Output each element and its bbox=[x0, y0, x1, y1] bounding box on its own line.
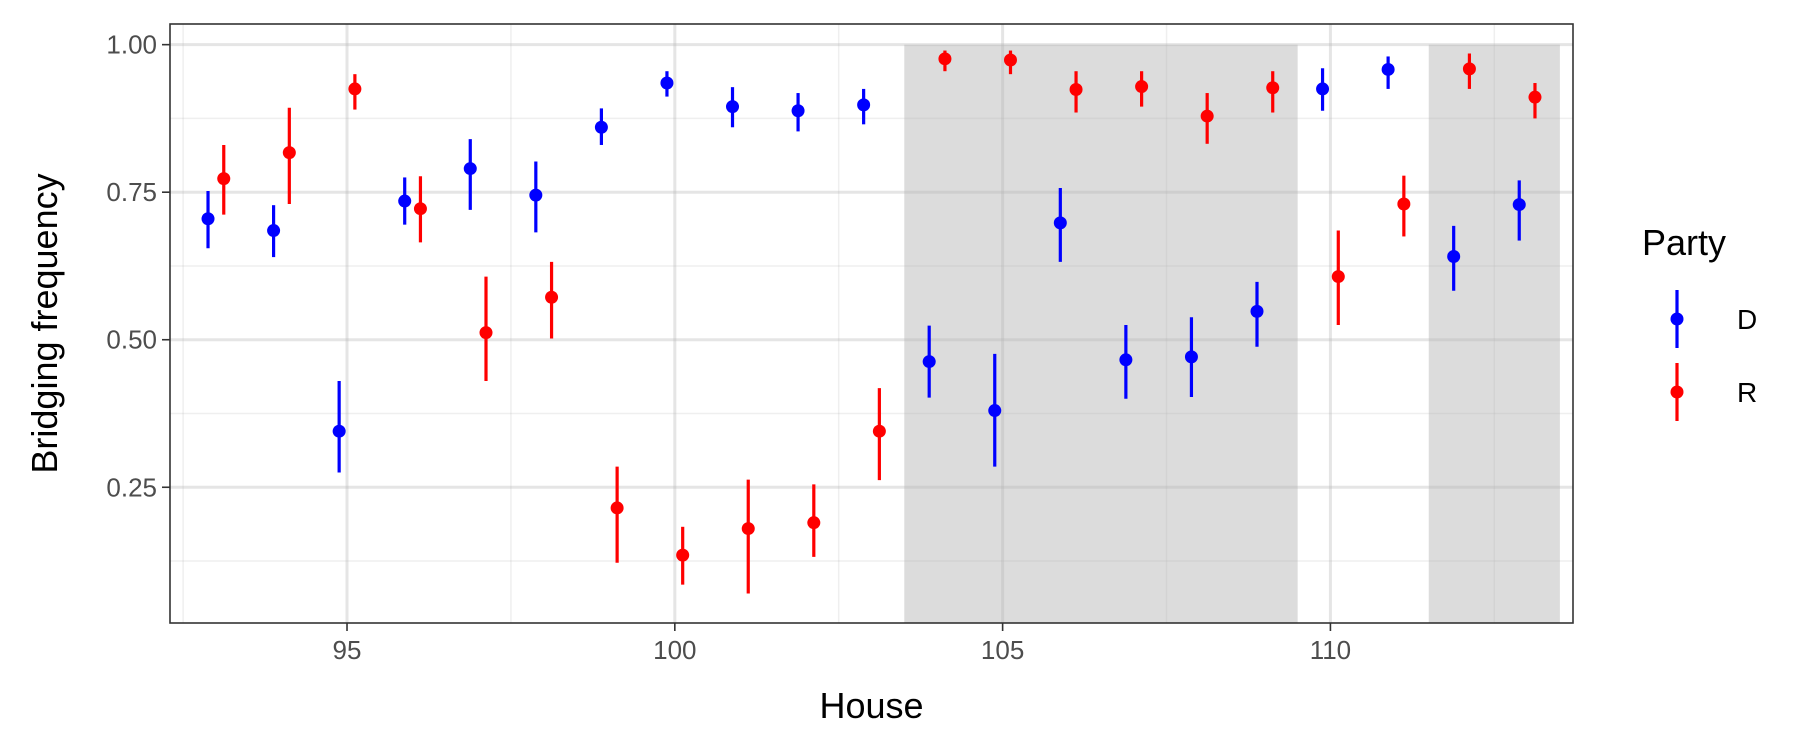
legend-item-R: R bbox=[1670, 363, 1757, 421]
point-D bbox=[267, 224, 281, 238]
legend-item-D: D bbox=[1670, 290, 1757, 348]
shaded-region-1 bbox=[904, 44, 1298, 624]
point-R bbox=[741, 522, 755, 536]
x-tick-label: 95 bbox=[333, 635, 362, 665]
legend-title: Party bbox=[1642, 222, 1726, 263]
legend-key-point-R bbox=[1670, 385, 1684, 399]
point-D bbox=[726, 100, 740, 114]
series-R bbox=[217, 50, 1542, 594]
x-tick-label: 110 bbox=[1310, 635, 1351, 665]
legend-items: DR bbox=[1670, 290, 1757, 421]
point-D bbox=[398, 194, 412, 208]
point-R bbox=[872, 424, 886, 438]
panel-border bbox=[169, 23, 1574, 624]
point-D bbox=[1512, 198, 1526, 212]
data-marks bbox=[201, 50, 1542, 594]
point-R bbox=[938, 52, 952, 66]
point-D bbox=[1184, 350, 1198, 364]
point-R bbox=[1003, 53, 1017, 67]
point-D bbox=[463, 162, 477, 176]
point-D bbox=[857, 98, 871, 112]
x-axis-title: House bbox=[819, 685, 923, 726]
point-D bbox=[594, 120, 608, 134]
point-D bbox=[529, 188, 543, 202]
point-D bbox=[660, 76, 674, 90]
point-R bbox=[217, 172, 231, 186]
point-R bbox=[282, 146, 296, 160]
x-tick-label: 100 bbox=[653, 635, 696, 665]
y-tick-label: 0.50 bbox=[106, 325, 157, 355]
point-R bbox=[348, 82, 362, 96]
x-tick-label: 105 bbox=[981, 635, 1024, 665]
y-axis-title: Bridging frequency bbox=[24, 173, 65, 473]
gridlines bbox=[170, 24, 1573, 623]
point-R bbox=[1462, 62, 1476, 76]
point-R bbox=[1266, 81, 1280, 95]
legend: Party DR bbox=[1642, 222, 1757, 421]
series-D bbox=[201, 56, 1526, 473]
point-R bbox=[1397, 197, 1411, 211]
point-D bbox=[922, 355, 936, 369]
legend-label-D: D bbox=[1737, 304, 1757, 335]
point-D bbox=[1381, 62, 1395, 76]
point-R bbox=[807, 516, 821, 530]
point-D bbox=[988, 404, 1002, 418]
shaded-region-2 bbox=[1428, 44, 1560, 624]
y-tick-label: 0.25 bbox=[106, 472, 157, 502]
point-R bbox=[479, 326, 493, 340]
point-R bbox=[610, 501, 624, 515]
point-R bbox=[1200, 109, 1214, 123]
point-D bbox=[1250, 304, 1264, 318]
shaded-regions bbox=[904, 44, 1560, 624]
point-D bbox=[332, 424, 346, 438]
point-D bbox=[791, 104, 805, 118]
y-tick-label: 0.75 bbox=[106, 177, 157, 207]
point-R bbox=[1069, 83, 1083, 97]
axis-ticks: 0.25 0.50 0.75 1.00 95 100 105 110 bbox=[106, 30, 1351, 665]
point-D bbox=[1119, 353, 1133, 367]
point-R bbox=[1331, 270, 1345, 284]
point-D bbox=[1316, 82, 1330, 96]
y-tick-label: 1.00 bbox=[106, 30, 157, 60]
point-D bbox=[201, 212, 215, 226]
legend-key-point-D bbox=[1670, 312, 1684, 326]
legend-label-R: R bbox=[1737, 377, 1757, 408]
point-R bbox=[676, 548, 690, 562]
point-D bbox=[1447, 250, 1461, 264]
point-R bbox=[1528, 90, 1542, 104]
point-R bbox=[545, 290, 559, 304]
point-D bbox=[1053, 216, 1067, 230]
point-R bbox=[1135, 80, 1149, 94]
point-R bbox=[413, 202, 427, 216]
